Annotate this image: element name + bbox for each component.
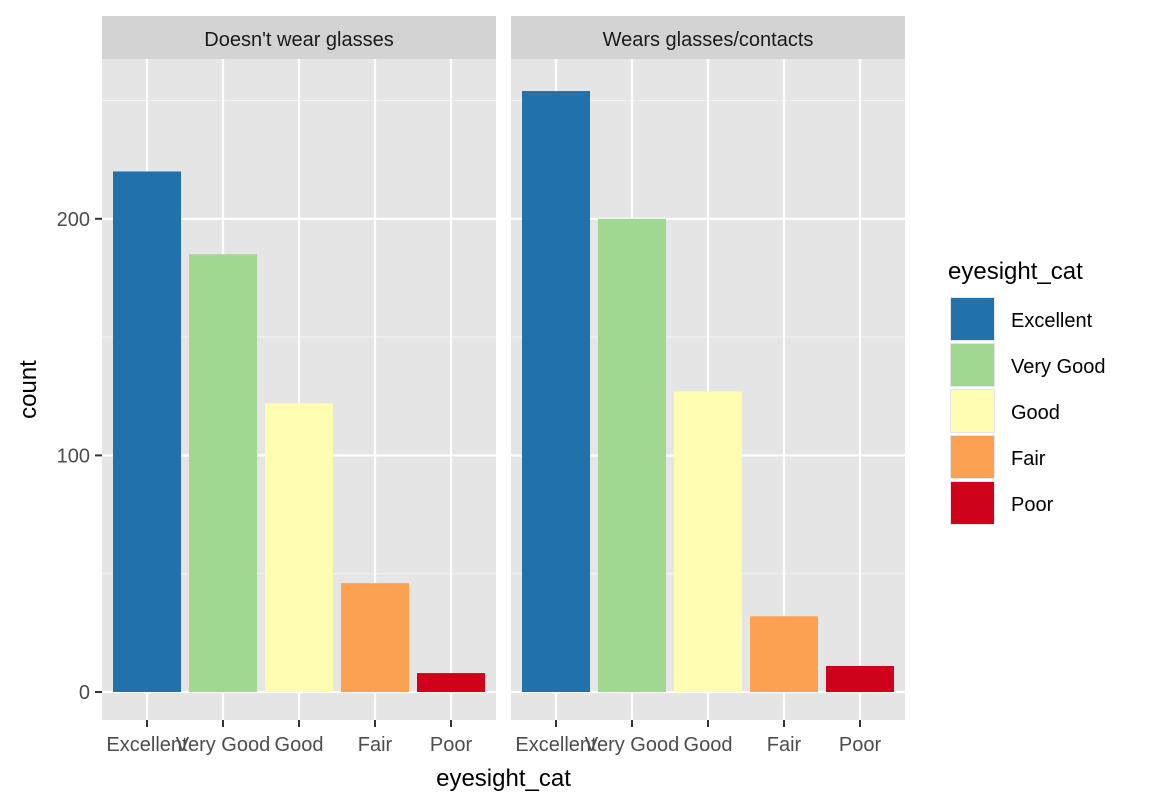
bar-excellent [522, 91, 590, 692]
bar-fair [750, 616, 818, 692]
x-tick-label: Poor [430, 734, 473, 756]
y-axis-title: count [15, 360, 42, 419]
legend-label: Poor [1011, 494, 1054, 516]
legend-key-good [951, 390, 994, 432]
bar-poor [417, 673, 485, 692]
legend-label: Good [1011, 402, 1060, 424]
bar-poor [826, 665, 894, 692]
legend-key-fair [951, 436, 994, 478]
legend-key-very-good [951, 344, 994, 386]
strip-label: Doesn't wear glasses [204, 29, 393, 51]
legend-key-poor [951, 482, 994, 524]
legend-label: Fair [1011, 448, 1046, 470]
bar-good [674, 391, 742, 692]
y-tick-label: 0 [79, 682, 90, 704]
legend-label: Very Good [1011, 356, 1106, 378]
x-tick-label: Poor [839, 734, 882, 756]
x-tick-label: Good [684, 734, 733, 756]
strip-background [511, 16, 905, 59]
bar-excellent [113, 171, 181, 693]
strip-label: Wears glasses/contacts [603, 29, 814, 51]
y-axis: 0 100 200 [57, 209, 102, 704]
bar-very-good [189, 254, 257, 693]
legend-title: eyesight_cat [948, 258, 1083, 285]
legend: eyesight_cat Excellent Very Good Good Fair P… [948, 258, 1106, 525]
y-tick-label: 200 [57, 209, 90, 231]
legend-key-excellent [951, 298, 994, 340]
strip-background [102, 16, 496, 59]
bar-fair [341, 583, 409, 692]
x-tick-label: Excellent [515, 734, 597, 756]
x-tick-label: Very Good [176, 734, 271, 756]
x-tick-label: Fair [358, 734, 393, 756]
x-tick-label: Very Good [585, 734, 680, 756]
x-tick-label: Fair [767, 734, 802, 756]
legend-label: Excellent [1011, 310, 1093, 332]
y-tick-label: 100 [57, 445, 90, 467]
bar-very-good [598, 218, 666, 693]
x-tick-label: Good [275, 734, 324, 756]
x-tick-label: Excellent [106, 734, 188, 756]
x-axis-title: eyesight_cat [436, 765, 571, 792]
bar-good [265, 403, 333, 692]
